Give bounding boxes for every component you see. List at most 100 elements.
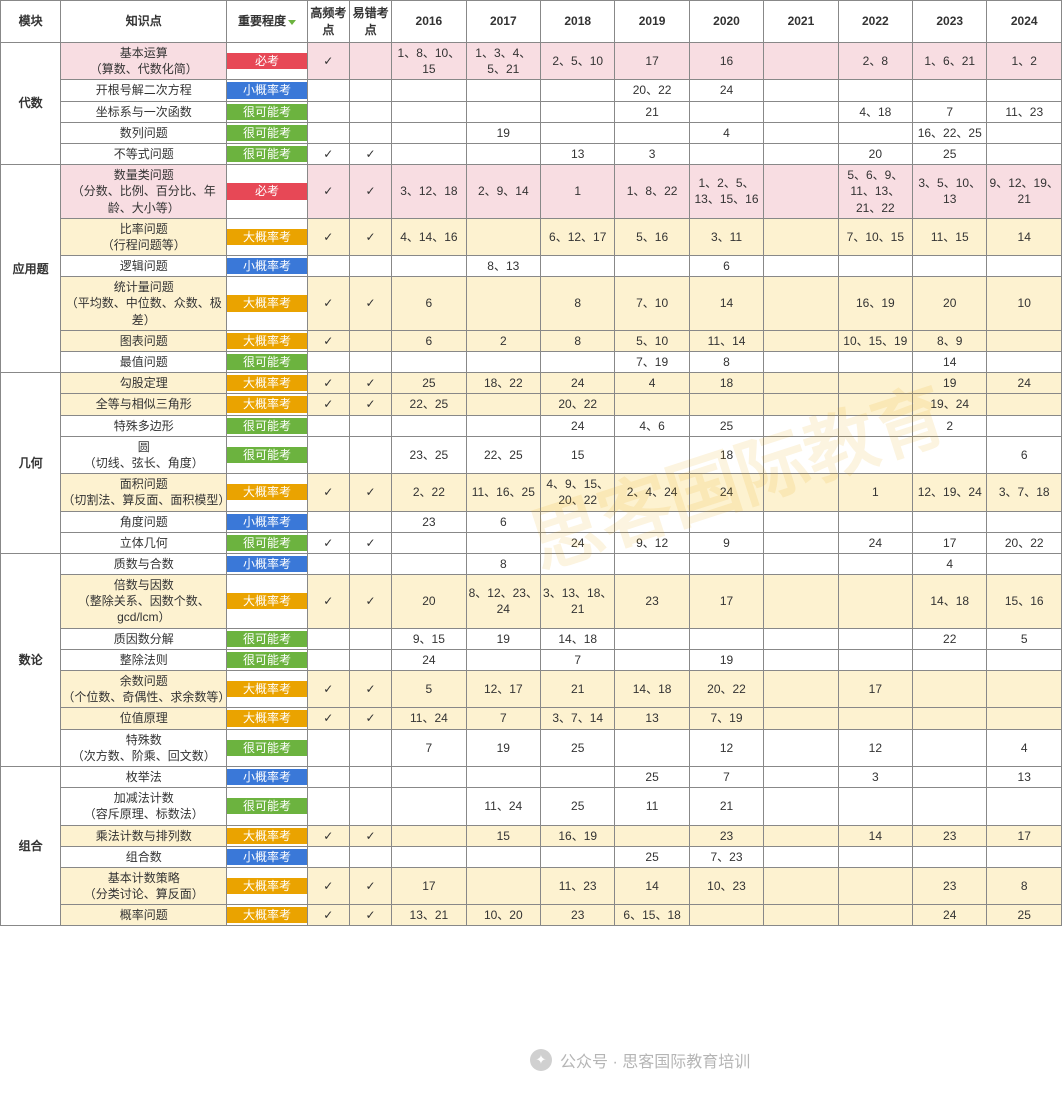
importance-pill: 大概率考 bbox=[227, 828, 306, 844]
year-cell bbox=[392, 553, 466, 574]
year-cell: 13 bbox=[615, 708, 689, 729]
year-cell: 3 bbox=[615, 143, 689, 164]
table-row: 面积问题（切割法、算反面、面积模型）大概率考✓✓2、2211、16、254、9、… bbox=[1, 474, 1062, 511]
year-cell bbox=[913, 788, 987, 825]
year-cell: 25 bbox=[392, 373, 466, 394]
importance-cell: 小概率考 bbox=[227, 766, 307, 787]
highfreq-cell bbox=[307, 436, 349, 473]
year-cell: 17 bbox=[987, 825, 1062, 846]
importance-pill: 很可能考 bbox=[227, 652, 306, 668]
importance-pill: 大概率考 bbox=[227, 878, 306, 894]
highfreq-cell: ✓ bbox=[307, 330, 349, 351]
importance-pill: 大概率考 bbox=[227, 396, 306, 412]
topic-cell: 质数与合数 bbox=[61, 553, 227, 574]
year-cell bbox=[838, 394, 912, 415]
importance-cell: 很可能考 bbox=[227, 649, 307, 670]
importance-cell: 很可能考 bbox=[227, 352, 307, 373]
header-importance[interactable]: 重要程度 bbox=[227, 1, 307, 43]
year-cell bbox=[764, 352, 838, 373]
year-cell bbox=[987, 788, 1062, 825]
year-cell: 4 bbox=[987, 729, 1062, 766]
error-cell: ✓ bbox=[349, 671, 391, 708]
error-cell bbox=[349, 628, 391, 649]
year-cell bbox=[466, 846, 540, 867]
importance-pill: 很可能考 bbox=[227, 125, 306, 141]
filter-arrow-icon[interactable] bbox=[288, 20, 296, 25]
importance-pill: 大概率考 bbox=[227, 484, 306, 500]
year-cell: 7 bbox=[392, 729, 466, 766]
header-year: 2019 bbox=[615, 1, 689, 43]
importance-cell: 很可能考 bbox=[227, 122, 307, 143]
topic-cell: 倍数与因数（整除关系、因数个数、gcd/lcm） bbox=[61, 575, 227, 629]
year-cell: 13 bbox=[541, 143, 615, 164]
year-cell bbox=[764, 394, 838, 415]
importance-pill: 大概率考 bbox=[227, 229, 306, 245]
header-year: 2023 bbox=[913, 1, 987, 43]
year-cell: 7 bbox=[541, 649, 615, 670]
year-cell bbox=[615, 825, 689, 846]
error-cell: ✓ bbox=[349, 905, 391, 926]
year-cell bbox=[987, 256, 1062, 277]
importance-pill: 小概率考 bbox=[227, 849, 306, 865]
year-cell: 1、8、10、15 bbox=[392, 43, 466, 80]
year-cell bbox=[615, 436, 689, 473]
year-cell: 11、16、25 bbox=[466, 474, 540, 511]
error-cell: ✓ bbox=[349, 394, 391, 415]
table-row: 逻辑问题小概率考8、136 bbox=[1, 256, 1062, 277]
year-cell bbox=[466, 218, 540, 255]
year-cell: 10、15、19 bbox=[838, 330, 912, 351]
year-cell: 19 bbox=[689, 649, 763, 670]
year-cell bbox=[615, 628, 689, 649]
highfreq-cell: ✓ bbox=[307, 532, 349, 553]
year-cell bbox=[689, 511, 763, 532]
year-cell bbox=[764, 766, 838, 787]
error-cell: ✓ bbox=[349, 532, 391, 553]
year-cell bbox=[541, 80, 615, 101]
year-cell: 17 bbox=[689, 575, 763, 629]
table-row: 代数基本运算（算数、代数化简）必考✓1、8、10、151、3、4、5、212、5… bbox=[1, 43, 1062, 80]
topic-cell: 组合数 bbox=[61, 846, 227, 867]
year-cell: 22、25 bbox=[392, 394, 466, 415]
year-cell: 19 bbox=[466, 122, 540, 143]
year-cell: 20、22 bbox=[987, 532, 1062, 553]
highfreq-cell: ✓ bbox=[307, 373, 349, 394]
error-cell: ✓ bbox=[349, 867, 391, 904]
year-cell bbox=[764, 575, 838, 629]
importance-pill: 很可能考 bbox=[227, 418, 306, 434]
header-year: 2021 bbox=[764, 1, 838, 43]
topic-cell: 质因数分解 bbox=[61, 628, 227, 649]
year-cell: 14 bbox=[838, 825, 912, 846]
year-cell bbox=[392, 143, 466, 164]
year-cell bbox=[838, 628, 912, 649]
year-cell bbox=[838, 373, 912, 394]
table-row: 余数问题（个位数、奇偶性、求余数等）大概率考✓✓512、172114、1820、… bbox=[1, 671, 1062, 708]
year-cell: 11、24 bbox=[392, 708, 466, 729]
table-row: 组合数小概率考257、23 bbox=[1, 846, 1062, 867]
year-cell bbox=[466, 277, 540, 331]
year-cell: 15 bbox=[541, 436, 615, 473]
topic-cell: 角度问题 bbox=[61, 511, 227, 532]
year-cell bbox=[838, 867, 912, 904]
year-cell: 9、15 bbox=[392, 628, 466, 649]
importance-pill: 很可能考 bbox=[227, 104, 306, 120]
highfreq-cell bbox=[307, 788, 349, 825]
year-cell bbox=[615, 256, 689, 277]
year-cell bbox=[838, 788, 912, 825]
topic-cell: 数列问题 bbox=[61, 122, 227, 143]
year-cell: 4、18 bbox=[838, 101, 912, 122]
topic-cell: 统计量问题（平均数、中位数、众数、极差） bbox=[61, 277, 227, 331]
year-cell: 25 bbox=[615, 846, 689, 867]
topic-cell: 枚举法 bbox=[61, 766, 227, 787]
table-row: 整除法则很可能考24719 bbox=[1, 649, 1062, 670]
year-cell: 1、3、4、5、21 bbox=[466, 43, 540, 80]
importance-pill: 小概率考 bbox=[227, 258, 306, 274]
year-cell bbox=[689, 905, 763, 926]
year-cell bbox=[541, 122, 615, 143]
year-cell: 11、23 bbox=[541, 867, 615, 904]
importance-cell: 很可能考 bbox=[227, 628, 307, 649]
topic-cell: 特殊数（次方数、阶乘、回文数） bbox=[61, 729, 227, 766]
table-row: 基本计数策略（分类讨论、算反面）大概率考✓✓1711、231410、23238 bbox=[1, 867, 1062, 904]
year-cell: 24 bbox=[541, 373, 615, 394]
module-cell: 应用题 bbox=[1, 165, 61, 373]
year-cell: 7、10、15 bbox=[838, 218, 912, 255]
